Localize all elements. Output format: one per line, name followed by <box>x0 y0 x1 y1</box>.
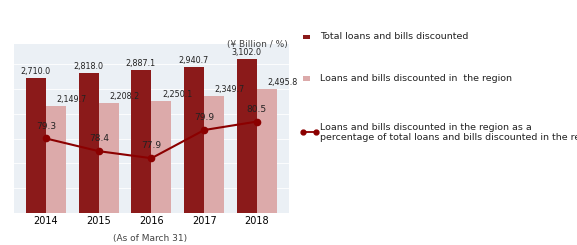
Bar <box>99 103 119 213</box>
Bar <box>257 89 277 213</box>
Bar <box>204 96 224 213</box>
Text: Loans and bills discounted in the region as a
percentage of total loans and bill: Loans and bills discounted in the region… <box>320 122 577 142</box>
Bar <box>26 78 46 213</box>
Bar <box>184 67 204 213</box>
Text: 77.9: 77.9 <box>141 141 162 150</box>
Text: 2,887.1: 2,887.1 <box>126 59 156 68</box>
Text: 2,208.2: 2,208.2 <box>109 92 140 101</box>
Bar <box>237 59 257 213</box>
Text: 2,349.7: 2,349.7 <box>215 85 245 94</box>
Text: 3,102.0: 3,102.0 <box>231 48 261 57</box>
Text: 2,149.7: 2,149.7 <box>57 95 87 104</box>
Text: 2,710.0: 2,710.0 <box>20 67 51 76</box>
Bar <box>78 73 99 213</box>
Bar <box>132 70 152 213</box>
Text: (As of March 31): (As of March 31) <box>113 233 187 243</box>
Text: 2,250.1: 2,250.1 <box>162 90 192 99</box>
Text: Total loans and bills discounted: Total loans and bills discounted <box>320 32 469 41</box>
Bar <box>46 106 66 213</box>
Text: 80.5: 80.5 <box>247 105 267 114</box>
Text: 78.4: 78.4 <box>89 135 108 143</box>
Text: (¥ Billion / %): (¥ Billion / %) <box>227 40 287 49</box>
Text: Loans and Bills Discounted (Non-Consolidated): Loans and Bills Discounted (Non-Consolid… <box>3 13 280 26</box>
Text: 2,818.0: 2,818.0 <box>73 62 103 71</box>
Text: Loans and bills discounted in  the region: Loans and bills discounted in the region <box>320 74 512 83</box>
Bar <box>152 101 171 213</box>
Text: 79.9: 79.9 <box>194 113 214 122</box>
Text: 2,495.8: 2,495.8 <box>267 78 298 87</box>
Text: 79.3: 79.3 <box>36 122 56 131</box>
Text: 2,940.7: 2,940.7 <box>178 56 209 65</box>
